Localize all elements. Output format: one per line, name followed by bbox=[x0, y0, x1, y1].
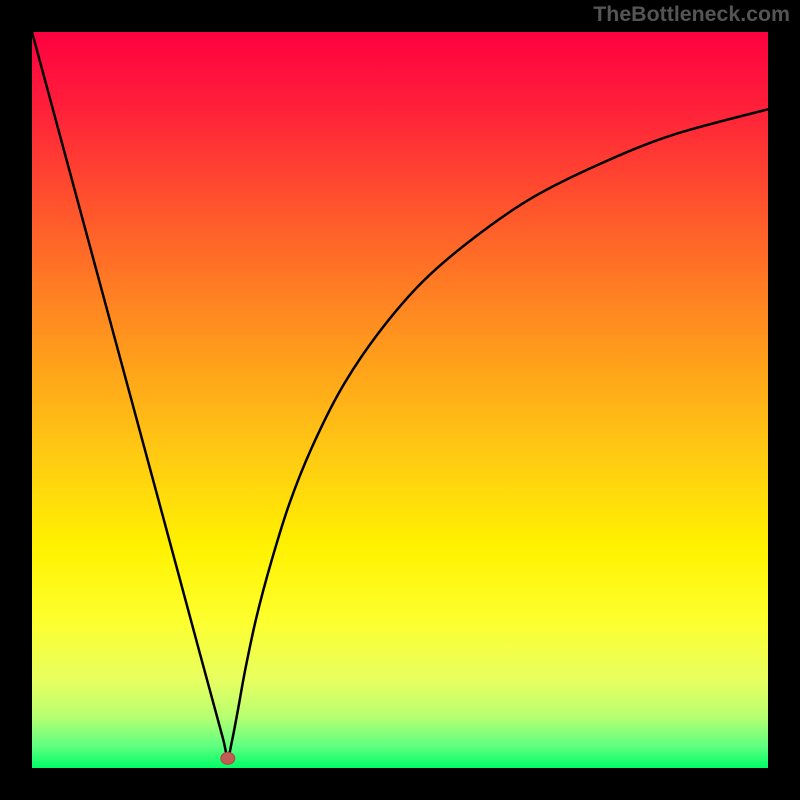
watermark-text: TheBottleneck.com bbox=[593, 2, 790, 27]
chart-root: TheBottleneck.com bbox=[0, 0, 800, 800]
optimal-point-marker bbox=[221, 752, 235, 764]
chart-svg bbox=[0, 0, 800, 800]
plot-background bbox=[32, 32, 768, 768]
